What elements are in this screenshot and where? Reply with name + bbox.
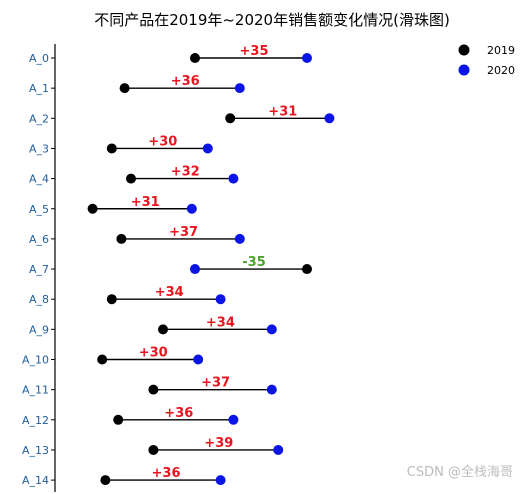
point-2020 — [266, 324, 277, 335]
y-tick-label: A_0 — [29, 52, 49, 65]
y-tick-label: A_11 — [22, 384, 49, 397]
legend: 2019 2020 — [458, 44, 515, 77]
y-tick-label: A_12 — [22, 414, 49, 427]
point-2019 — [87, 203, 98, 214]
point-2019 — [106, 143, 117, 154]
difference-label: +32 — [171, 165, 200, 180]
point-2020 — [186, 203, 197, 214]
difference-label: +35 — [240, 44, 269, 59]
point-2020 — [215, 294, 226, 305]
point-2020 — [193, 354, 204, 365]
difference-label: +31 — [268, 104, 297, 119]
y-tick-label: A_10 — [22, 354, 49, 367]
y-tick-label: A_1 — [29, 82, 49, 95]
point-2020 — [234, 233, 245, 244]
y-tick-label: A_7 — [29, 263, 49, 276]
y-tick-label: A_14 — [22, 474, 49, 487]
difference-label: +30 — [148, 134, 177, 149]
difference-label: +36 — [152, 466, 181, 481]
point-2020 — [228, 173, 239, 184]
difference-label: +36 — [171, 74, 200, 89]
point-2019 — [148, 444, 159, 455]
point-2020 — [273, 444, 284, 455]
y-tick-label: A_13 — [22, 444, 49, 457]
point-2019 — [113, 414, 124, 425]
point-2020 — [190, 264, 200, 275]
watermark: CSDN @全栈海哥 — [407, 464, 513, 480]
point-2019 — [126, 173, 136, 184]
difference-label: +31 — [131, 195, 160, 210]
legend-label-2020: 2020 — [487, 64, 515, 77]
y-tick-label: A_3 — [29, 142, 49, 155]
difference-label: +37 — [169, 225, 198, 240]
y-tick-label: A_4 — [29, 173, 49, 186]
legend-marker-2019 — [458, 44, 470, 56]
difference-label: -35 — [242, 255, 266, 270]
point-2019 — [116, 233, 127, 244]
point-2019 — [190, 53, 200, 63]
point-2019 — [106, 294, 117, 305]
point-2019 — [158, 324, 168, 335]
chart-title: 不同产品在2019年~2020年销售额变化情况(滑珠图) — [94, 11, 450, 29]
legend-label-2019: 2019 — [487, 44, 515, 57]
point-2019 — [302, 264, 312, 275]
difference-label: +34 — [206, 315, 235, 330]
chart-marks: A_0 +35 A_1 +36 A_2 +31 A_3 +30 A_4 +32 A_5 +31 A_6 +… — [22, 44, 335, 487]
difference-label: +30 — [139, 346, 168, 361]
point-2019 — [97, 354, 108, 365]
point-2020 — [324, 113, 335, 124]
y-tick-label: A_8 — [29, 293, 49, 306]
y-tick-label: A_6 — [29, 233, 49, 246]
point-2020 — [202, 143, 213, 154]
legend-marker-2020 — [458, 64, 470, 76]
point-2020 — [302, 53, 312, 63]
point-2019 — [148, 384, 159, 395]
point-2019 — [100, 475, 111, 486]
y-tick-label: A_9 — [29, 323, 49, 336]
point-2020 — [228, 414, 239, 425]
point-2019 — [225, 113, 236, 124]
point-2019 — [119, 83, 130, 94]
difference-label: +36 — [164, 406, 193, 421]
y-tick-label: A_5 — [29, 203, 49, 216]
point-2020 — [266, 384, 277, 395]
difference-label: +39 — [204, 436, 233, 451]
y-tick-label: A_2 — [29, 112, 49, 125]
point-2020 — [234, 83, 245, 94]
difference-label: +34 — [155, 285, 184, 300]
point-2020 — [215, 475, 226, 486]
difference-label: +37 — [201, 376, 230, 391]
